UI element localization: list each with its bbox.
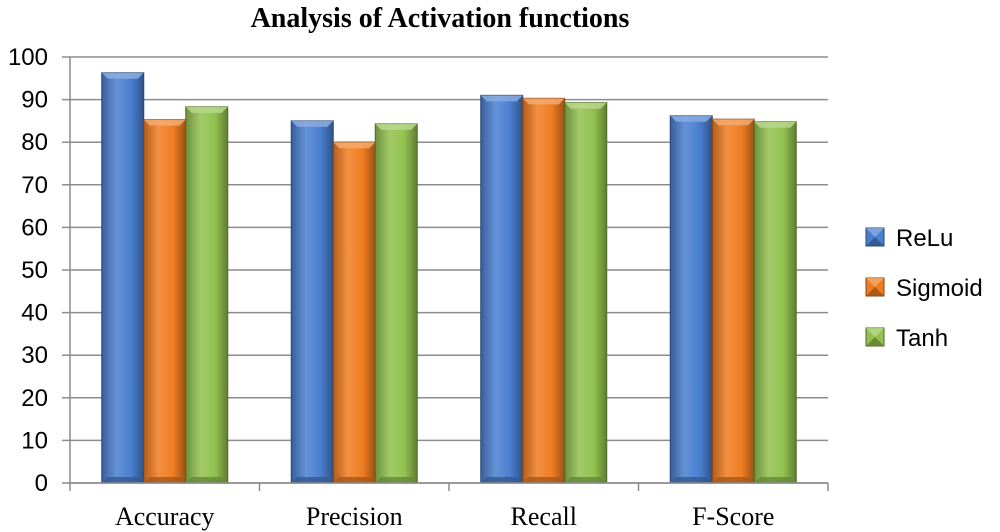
x-category-label: F-Score	[692, 502, 774, 531]
x-axis-categories: Accuracy Precision Recall F-Score	[115, 502, 774, 531]
legend-label: Tanh	[896, 325, 948, 352]
y-tick-label: 80	[21, 129, 48, 156]
bar-tanh-accuracy	[185, 106, 229, 484]
bar-sigmoid-accuracy	[143, 119, 187, 484]
axes	[62, 56, 829, 491]
x-category-label: Recall	[511, 502, 577, 531]
y-tick-label: 70	[21, 172, 48, 199]
bar-tanh-precision	[374, 123, 418, 484]
x-category-label: Accuracy	[115, 502, 215, 531]
bar-tanh-f-score	[753, 121, 797, 484]
legend-item-tanh: Tanh	[865, 325, 948, 352]
y-axis-ticks: 0 10 20 30 40 50 60 70 80 90 100	[8, 44, 48, 497]
chart-title: Analysis of Activation functions	[251, 3, 630, 34]
y-tick-label: 30	[21, 342, 48, 369]
y-tick-label: 60	[21, 214, 48, 241]
y-tick-label: 20	[21, 385, 48, 412]
bar-relu-precision	[290, 120, 334, 484]
bar-sigmoid-precision	[332, 141, 376, 484]
bar-relu-accuracy	[101, 72, 145, 484]
bar-tanh-recall	[564, 102, 608, 484]
legend-item-sigmoid: Sigmoid	[865, 275, 983, 302]
bar-relu-f-score	[669, 115, 713, 484]
y-tick-label: 40	[21, 300, 48, 327]
legend-item-relu: ReLu	[865, 225, 953, 252]
legend-label: ReLu	[896, 225, 953, 252]
y-tick-label: 100	[8, 44, 48, 71]
y-tick-label: 10	[21, 427, 48, 454]
y-tick-label: 0	[35, 470, 48, 497]
legend: ReLu Sigmoid Tanh	[865, 225, 983, 352]
legend-label: Sigmoid	[896, 275, 983, 302]
bar-relu-recall	[480, 94, 524, 484]
bars	[101, 72, 797, 484]
x-category-label: Precision	[306, 502, 403, 531]
bar-sigmoid-f-score	[711, 118, 755, 484]
bar-sigmoid-recall	[522, 97, 566, 484]
y-tick-label: 90	[21, 87, 48, 114]
y-tick-label: 50	[21, 257, 48, 284]
